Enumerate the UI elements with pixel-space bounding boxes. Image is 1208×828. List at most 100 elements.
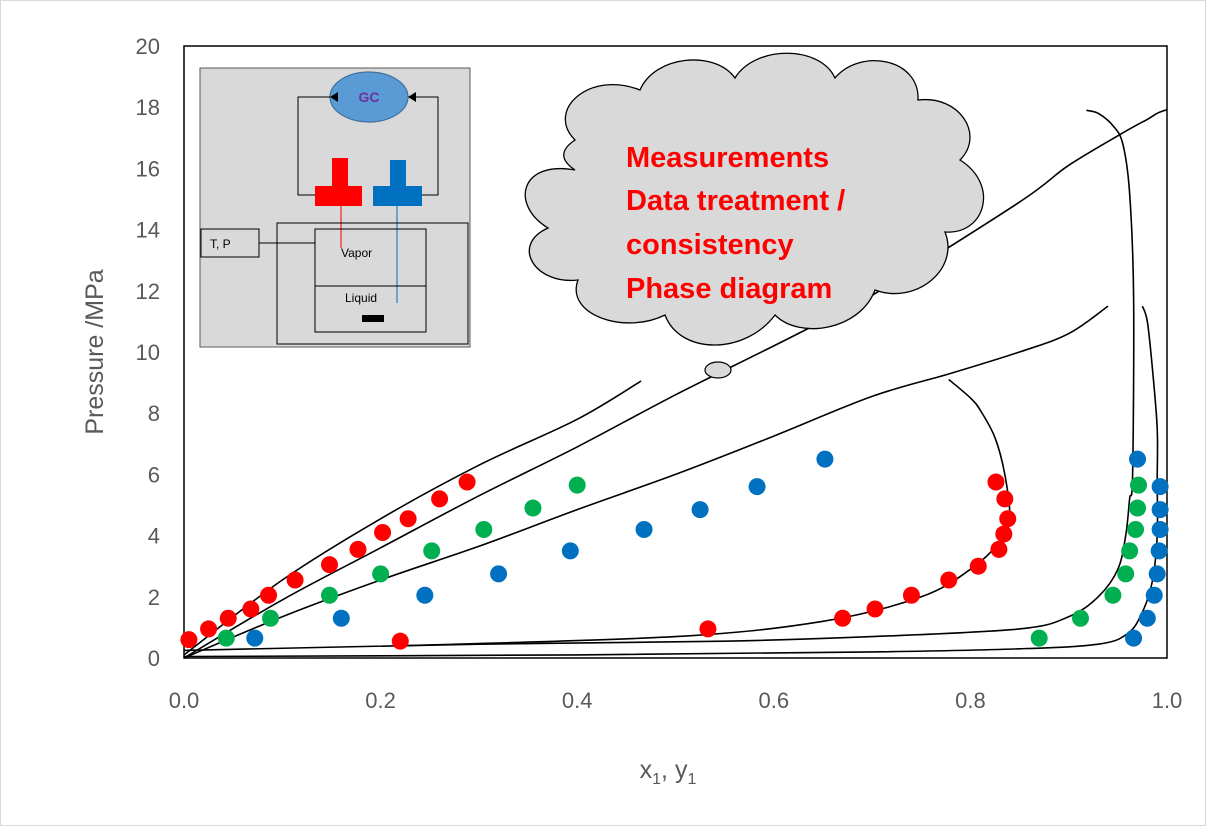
callout-line-4: Phase diagram bbox=[626, 273, 832, 305]
blue-dew-point bbox=[1150, 542, 1168, 560]
blue-bubble-point bbox=[332, 609, 350, 627]
y-tick-label: 2 bbox=[148, 585, 160, 610]
blue-dew-point bbox=[1129, 450, 1147, 468]
red-bubble-point bbox=[320, 556, 338, 574]
inset-background bbox=[199, 67, 471, 348]
blue-bubble-point bbox=[816, 450, 834, 468]
green-bubble-point bbox=[372, 565, 390, 583]
blue-dew-point bbox=[1125, 629, 1143, 647]
red-dew-point bbox=[996, 490, 1014, 508]
blue-bubble-point bbox=[691, 501, 709, 519]
red-dew-point bbox=[902, 586, 920, 604]
y-tick-label: 8 bbox=[148, 401, 160, 426]
green-dew-point bbox=[1104, 586, 1122, 604]
blue-dew-point bbox=[1151, 478, 1169, 496]
data-markers bbox=[180, 450, 1169, 650]
thermostat-bath bbox=[276, 222, 469, 345]
red-dew-point bbox=[391, 632, 409, 650]
red-dew-point bbox=[995, 525, 1013, 543]
red-bubble-point bbox=[458, 473, 476, 491]
x-tick-label: 0.6 bbox=[759, 688, 790, 713]
x-axis-ticks: 0.0 0.2 0.4 0.6 0.8 1.0 bbox=[169, 688, 1183, 713]
green-bubble-point bbox=[217, 629, 235, 647]
red-bubble-point bbox=[374, 524, 392, 542]
red-dew-point bbox=[699, 620, 717, 638]
blue-bubble-point bbox=[748, 478, 766, 496]
green-bubble-point bbox=[423, 542, 441, 560]
y-tick-label: 14 bbox=[136, 218, 160, 243]
tp-sensor-box bbox=[200, 228, 260, 258]
blue-dew-point bbox=[1145, 586, 1163, 604]
x-tick-label: 0.4 bbox=[562, 688, 593, 713]
red-bubble-point bbox=[399, 510, 417, 528]
green-bubble-point bbox=[568, 476, 586, 494]
green-dew-point bbox=[1129, 499, 1147, 517]
gc-right-line bbox=[408, 96, 439, 196]
liquid-sampler-icon bbox=[373, 160, 422, 206]
blue-dew-point bbox=[1151, 520, 1169, 538]
y-tick-label: 0 bbox=[148, 646, 160, 671]
x-tick-label: 0.8 bbox=[955, 688, 986, 713]
y-tick-label: 12 bbox=[136, 279, 160, 304]
green-bubble-point bbox=[320, 586, 338, 604]
model-curve bbox=[183, 305, 1109, 659]
callout-line-3: consistency bbox=[626, 229, 794, 261]
red-bubble-point bbox=[180, 631, 198, 649]
green-dew-point bbox=[1127, 520, 1145, 538]
x-tick-label: 1.0 bbox=[1152, 688, 1183, 713]
equilibrium-cell bbox=[314, 228, 427, 333]
cloud-shape bbox=[524, 52, 985, 346]
blue-dew-point bbox=[1151, 501, 1169, 519]
red-dew-point bbox=[866, 600, 884, 618]
cloud-bubble-large bbox=[704, 361, 732, 379]
red-bubble-point bbox=[200, 620, 218, 638]
blue-dew-point bbox=[1138, 609, 1156, 627]
red-bubble-point bbox=[431, 490, 449, 508]
y-tick-label: 20 bbox=[136, 34, 160, 59]
stirrer-icon bbox=[362, 315, 384, 322]
y-axis-ticks: 0 2 4 6 8 10 12 14 16 18 20 bbox=[136, 34, 160, 671]
y-tick-label: 4 bbox=[148, 524, 160, 549]
vapor-label: Vapor bbox=[341, 246, 372, 260]
y-tick-label: 10 bbox=[136, 340, 160, 365]
tp-label: T, P bbox=[210, 237, 231, 251]
blue-dew-point bbox=[1148, 565, 1166, 583]
y-tick-label: 16 bbox=[136, 156, 160, 181]
cloud-callout: Measurements Data treatment / consistenc… bbox=[524, 52, 985, 379]
callout-line-2: Data treatment / bbox=[626, 185, 845, 217]
callout-line-1: Measurements bbox=[626, 142, 829, 174]
blue-bubble-point bbox=[416, 586, 434, 604]
blue-bubble-point bbox=[635, 520, 653, 538]
x-axis-title: x1, y1 bbox=[640, 756, 697, 788]
green-bubble-point bbox=[524, 499, 542, 517]
red-bubble-point bbox=[219, 609, 237, 627]
vapor-sampler-icon bbox=[315, 158, 362, 206]
red-dew-point bbox=[940, 571, 958, 589]
y-tick-label: 18 bbox=[136, 95, 160, 120]
red-dew-point bbox=[987, 473, 1005, 491]
red-dew-point bbox=[990, 540, 1008, 558]
x-tick-label: 0.2 bbox=[365, 688, 396, 713]
blue-bubble-point bbox=[246, 629, 264, 647]
red-bubble-point bbox=[349, 540, 367, 558]
arrow-left-icon bbox=[330, 92, 338, 102]
gc-left-line bbox=[297, 96, 330, 196]
x-tick-label: 0.0 bbox=[169, 688, 200, 713]
y-axis-title: Pressure /MPa bbox=[81, 269, 109, 434]
gc-label: GC bbox=[359, 89, 380, 105]
green-dew-point bbox=[1117, 565, 1135, 583]
liquid-label: Liquid bbox=[345, 291, 377, 305]
green-dew-point bbox=[1121, 542, 1139, 560]
arrow-right-icon bbox=[408, 92, 416, 102]
red-bubble-point bbox=[286, 571, 304, 589]
red-dew-point bbox=[969, 557, 987, 575]
red-bubble-point bbox=[242, 600, 260, 618]
green-bubble-point bbox=[262, 609, 280, 627]
green-dew-point bbox=[1030, 629, 1048, 647]
red-bubble-point bbox=[260, 586, 278, 604]
green-dew-point bbox=[1071, 609, 1089, 627]
red-dew-point bbox=[999, 510, 1017, 528]
green-bubble-point bbox=[475, 520, 493, 538]
